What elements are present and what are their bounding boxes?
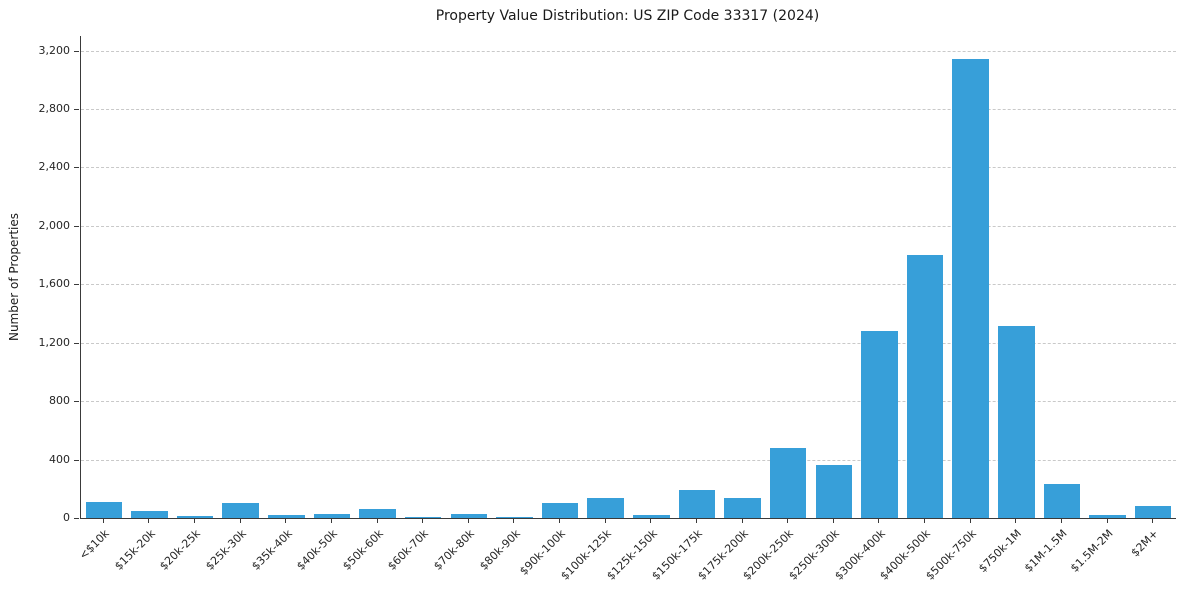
bar-$250k-300k bbox=[815, 464, 853, 518]
chart-title: Property Value Distribution: US ZIP Code… bbox=[435, 8, 820, 24]
bar-$90k-100k bbox=[541, 503, 579, 518]
x-tick-mark bbox=[194, 518, 196, 523]
x-tick-mark bbox=[741, 518, 743, 523]
y-tick-label: 1,600 bbox=[38, 277, 71, 291]
x-tick-mark bbox=[695, 518, 697, 523]
bar-$175k-200k bbox=[724, 497, 761, 518]
bar-$400k-500k bbox=[906, 255, 944, 518]
x-tick-mark bbox=[1060, 518, 1062, 523]
bar-$300k-400k bbox=[861, 331, 898, 518]
x-tick-mark bbox=[239, 518, 241, 523]
x-tick-mark bbox=[285, 518, 287, 523]
x-tick-mark bbox=[604, 518, 606, 523]
x-tick-mark bbox=[832, 518, 834, 523]
y-tick-label: 0 bbox=[63, 511, 70, 524]
bar-$750k-1M bbox=[998, 325, 1035, 518]
bar-$500k-750k bbox=[952, 59, 989, 518]
y-tick-mark bbox=[74, 167, 79, 169]
bar-$70k-80k bbox=[450, 514, 488, 518]
x-tick-mark bbox=[376, 518, 378, 523]
y-tick-label: 400 bbox=[49, 452, 70, 466]
bar-$150k-175k bbox=[678, 489, 716, 518]
bar-$60k-70k bbox=[404, 517, 442, 518]
y-tick-label: 2,000 bbox=[38, 218, 71, 232]
bar-$1.5M-2M bbox=[1089, 515, 1126, 518]
bar-$50k-60k bbox=[359, 509, 396, 518]
bar-$15k-20k bbox=[131, 510, 168, 518]
x-tick-mark bbox=[878, 518, 880, 523]
bar-<$10k bbox=[85, 501, 123, 518]
bar-$125k-150k bbox=[633, 515, 670, 518]
x-tick-mark bbox=[102, 518, 104, 523]
gridline bbox=[81, 109, 1176, 111]
y-tick-label: 2,400 bbox=[38, 160, 71, 174]
y-tick-label: 800 bbox=[49, 394, 70, 408]
x-tick-mark bbox=[1152, 518, 1154, 523]
gridline bbox=[81, 50, 1176, 52]
x-tick-mark bbox=[148, 518, 150, 523]
bar-$2M+ bbox=[1134, 506, 1172, 518]
x-tick-mark bbox=[924, 518, 926, 523]
x-tick-mark bbox=[787, 518, 789, 523]
y-tick-mark bbox=[74, 225, 79, 227]
gridline bbox=[81, 459, 1176, 461]
y-tick-mark bbox=[74, 459, 79, 461]
gridline bbox=[81, 342, 1176, 344]
gridline bbox=[81, 225, 1176, 227]
x-tick-label: $2M+ bbox=[1129, 527, 1162, 560]
plot-area bbox=[80, 36, 1176, 519]
y-tick-mark bbox=[74, 109, 79, 111]
x-tick-mark bbox=[559, 518, 561, 523]
gridline bbox=[81, 284, 1176, 286]
y-tick-label: 1,200 bbox=[38, 335, 71, 349]
bar-$25k-30k bbox=[222, 503, 259, 518]
bar-$200k-250k bbox=[769, 447, 807, 518]
bar-$35k-40k bbox=[268, 515, 305, 518]
x-tick-mark bbox=[1106, 518, 1108, 523]
x-tick-mark bbox=[650, 518, 652, 523]
x-tick-mark bbox=[969, 518, 971, 523]
bar-$100k-125k bbox=[587, 498, 624, 518]
x-tick-mark bbox=[1015, 518, 1017, 523]
y-tick-mark bbox=[74, 284, 79, 286]
y-tick-mark bbox=[74, 50, 79, 52]
x-tick-mark bbox=[422, 518, 424, 523]
gridline bbox=[81, 167, 1176, 169]
y-tick-mark bbox=[74, 342, 79, 344]
bar-$1M-1.5M bbox=[1043, 484, 1081, 518]
y-tick-label: 3,200 bbox=[38, 43, 71, 57]
y-tick-mark bbox=[74, 518, 79, 519]
y-tick-mark bbox=[74, 401, 79, 403]
bar-$80k-90k bbox=[496, 517, 533, 518]
gridline bbox=[81, 401, 1176, 403]
y-tick-label: 2,800 bbox=[38, 102, 71, 116]
x-tick-mark bbox=[330, 518, 332, 523]
x-tick-mark bbox=[467, 518, 469, 523]
bar-$40k-50k bbox=[313, 513, 351, 518]
x-tick-mark bbox=[513, 518, 515, 523]
bar-$20k-25k bbox=[176, 515, 214, 518]
